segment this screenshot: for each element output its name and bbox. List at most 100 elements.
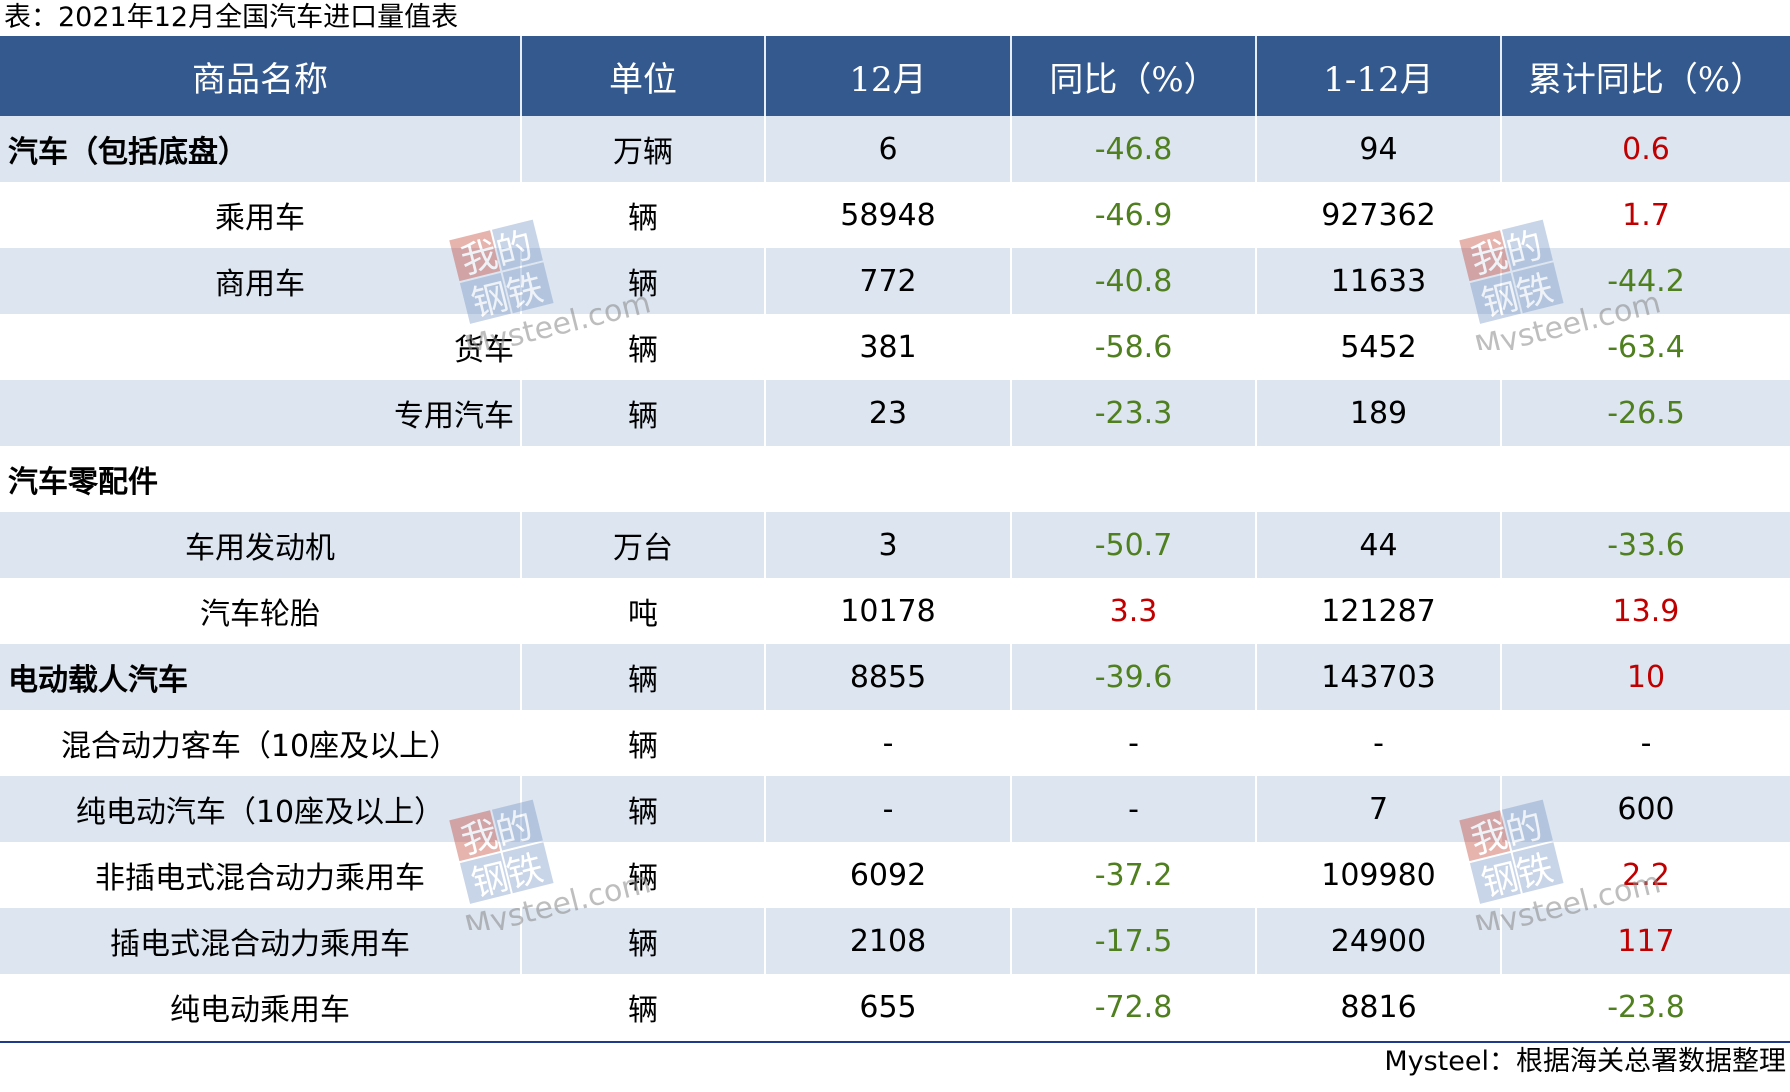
row-yoy: 3.3	[1011, 578, 1257, 644]
row-ytd-yoy: -33.6	[1501, 512, 1790, 578]
row-unit: 辆	[521, 842, 766, 908]
row-december: 58948	[765, 182, 1012, 248]
header-ytd: 1-12月	[1256, 36, 1502, 116]
row-ytd: 44	[1256, 512, 1502, 578]
row-unit: 辆	[521, 314, 766, 380]
row-ytd-yoy: 600	[1501, 776, 1790, 842]
header-yoy: 同比（%）	[1011, 36, 1257, 116]
row-ytd: 94	[1256, 116, 1502, 182]
row-unit: 万辆	[521, 116, 766, 182]
row-ytd: 11633	[1256, 248, 1502, 314]
row-unit: 辆	[521, 182, 766, 248]
row-yoy	[1011, 446, 1257, 512]
row-yoy: -50.7	[1011, 512, 1257, 578]
import-data-table: 商品名称 单位 12月 同比（%） 1-12月 累计同比（%） 汽车（包括底盘）…	[0, 36, 1790, 1040]
row-december: 10178	[765, 578, 1012, 644]
row-name: 汽车（包括底盘）	[0, 116, 522, 182]
table-row: 专用汽车 辆 23 -23.3 189 -26.5	[0, 380, 1790, 446]
table-row: 货车 辆 381 -58.6 5452 -63.4	[0, 314, 1790, 380]
row-yoy: -72.8	[1011, 974, 1257, 1040]
row-name: 汽车零配件	[0, 446, 522, 512]
row-yoy: -39.6	[1011, 644, 1257, 710]
row-name: 商用车	[0, 248, 522, 314]
row-name: 货车	[0, 314, 522, 380]
row-ytd: 143703	[1256, 644, 1502, 710]
row-ytd: 189	[1256, 380, 1502, 446]
row-name: 非插电式混合动力乘用车	[0, 842, 522, 908]
row-ytd-yoy: -	[1501, 710, 1790, 776]
row-yoy: -23.3	[1011, 380, 1257, 446]
row-yoy: -40.8	[1011, 248, 1257, 314]
row-yoy: -58.6	[1011, 314, 1257, 380]
table-caption: 表：2021年12月全国汽车进口量值表	[4, 2, 459, 33]
row-december: 23	[765, 380, 1012, 446]
table-row: 车用发动机 万台 3 -50.7 44 -33.6	[0, 512, 1790, 578]
table-row: 纯电动汽车（10座及以上） 辆 - - 7 600	[0, 776, 1790, 842]
row-ytd: 109980	[1256, 842, 1502, 908]
row-name: 混合动力客车（10座及以上）	[0, 710, 522, 776]
row-ytd: 8816	[1256, 974, 1502, 1040]
row-name: 汽车轮胎	[0, 578, 522, 644]
source-note: Mysteel：根据海关总署数据整理	[1384, 1046, 1786, 1077]
row-ytd: 24900	[1256, 908, 1502, 974]
table-row: 纯电动乘用车 辆 655 -72.8 8816 -23.8	[0, 974, 1790, 1040]
table-row: 电动载人汽车 辆 8855 -39.6 143703 10	[0, 644, 1790, 710]
row-name: 纯电动汽车（10座及以上）	[0, 776, 522, 842]
row-ytd: -	[1256, 710, 1502, 776]
row-yoy: -17.5	[1011, 908, 1257, 974]
row-yoy: -46.8	[1011, 116, 1257, 182]
row-ytd: 927362	[1256, 182, 1502, 248]
row-ytd-yoy: 13.9	[1501, 578, 1790, 644]
row-yoy: -	[1011, 710, 1257, 776]
table-row: 汽车（包括底盘） 万辆 6 -46.8 94 0.6	[0, 116, 1790, 182]
row-yoy: -37.2	[1011, 842, 1257, 908]
row-ytd-yoy: -26.5	[1501, 380, 1790, 446]
row-december: 8855	[765, 644, 1012, 710]
header-name: 商品名称	[0, 36, 522, 116]
row-ytd: 7	[1256, 776, 1502, 842]
row-december: -	[765, 776, 1012, 842]
row-ytd-yoy: -63.4	[1501, 314, 1790, 380]
row-december: 655	[765, 974, 1012, 1040]
table-row: 汽车零配件	[0, 446, 1790, 512]
row-ytd-yoy: 10	[1501, 644, 1790, 710]
row-name: 专用汽车	[0, 380, 522, 446]
table-row: 商用车 辆 772 -40.8 11633 -44.2	[0, 248, 1790, 314]
table-row: 汽车轮胎 吨 10178 3.3 121287 13.9	[0, 578, 1790, 644]
row-december	[765, 446, 1012, 512]
header-unit: 单位	[521, 36, 766, 116]
row-ytd-yoy: -23.8	[1501, 974, 1790, 1040]
row-unit: 辆	[521, 908, 766, 974]
row-unit: 辆	[521, 248, 766, 314]
row-name: 乘用车	[0, 182, 522, 248]
table-row: 乘用车 辆 58948 -46.9 927362 1.7	[0, 182, 1790, 248]
bottom-rule	[0, 1041, 1790, 1043]
table-row: 插电式混合动力乘用车 辆 2108 -17.5 24900 117	[0, 908, 1790, 974]
row-unit: 辆	[521, 644, 766, 710]
row-december: 3	[765, 512, 1012, 578]
row-unit: 万台	[521, 512, 766, 578]
row-december: 2108	[765, 908, 1012, 974]
row-unit: 辆	[521, 974, 766, 1040]
row-yoy: -46.9	[1011, 182, 1257, 248]
row-name: 电动载人汽车	[0, 644, 522, 710]
row-ytd: 121287	[1256, 578, 1502, 644]
row-ytd	[1256, 446, 1502, 512]
row-ytd-yoy: -44.2	[1501, 248, 1790, 314]
header-ytd-yoy: 累计同比（%）	[1501, 36, 1790, 116]
row-december: 381	[765, 314, 1012, 380]
row-ytd-yoy	[1501, 446, 1790, 512]
header-row: 商品名称 单位 12月 同比（%） 1-12月 累计同比（%）	[0, 36, 1790, 116]
row-unit: 辆	[521, 776, 766, 842]
row-unit: 吨	[521, 578, 766, 644]
row-ytd-yoy: 0.6	[1501, 116, 1790, 182]
table-row: 非插电式混合动力乘用车 辆 6092 -37.2 109980 2.2	[0, 842, 1790, 908]
row-ytd-yoy: 2.2	[1501, 842, 1790, 908]
row-unit: 辆	[521, 710, 766, 776]
row-ytd-yoy: 117	[1501, 908, 1790, 974]
row-december: 772	[765, 248, 1012, 314]
row-name: 插电式混合动力乘用车	[0, 908, 522, 974]
row-yoy: -	[1011, 776, 1257, 842]
row-ytd-yoy: 1.7	[1501, 182, 1790, 248]
row-unit	[521, 446, 766, 512]
